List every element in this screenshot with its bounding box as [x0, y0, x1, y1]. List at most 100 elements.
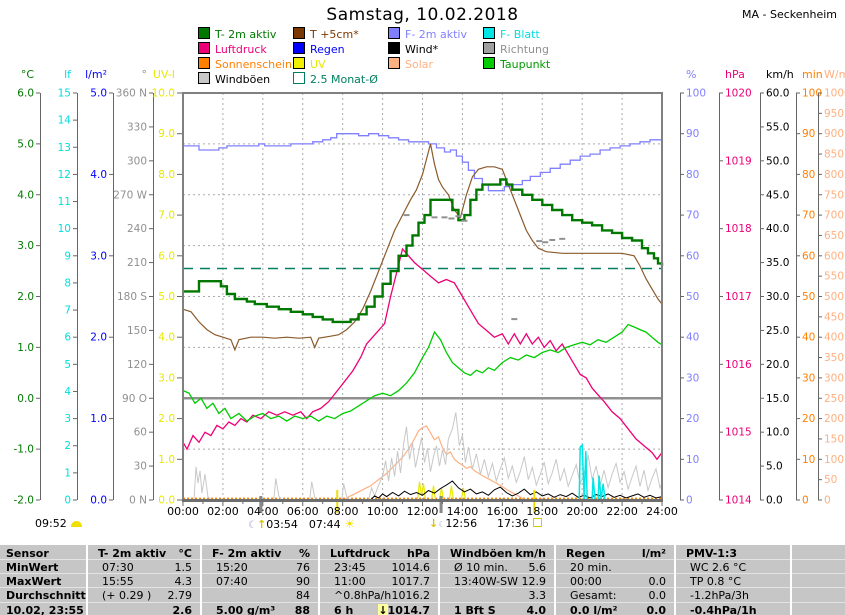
axis-tick-label-min: 70 [802, 210, 815, 222]
table-cell-text: 11:00 [334, 575, 366, 588]
axis-tick-label-hPa: 1017 [725, 291, 752, 303]
axis-tick-label-W/m²: 500 [824, 291, 844, 303]
legend-item: Regen [293, 42, 345, 56]
down-trend-icon: ↓ [378, 604, 388, 615]
series-t-5cm [182, 143, 663, 352]
axis-tick-label-l/m²: 1.0 [90, 413, 107, 425]
axis-tick-label-°C: 6.0 [17, 88, 34, 100]
table-header-label: Luftdruck [330, 547, 390, 560]
axis-tick-label-°C: 5.0 [17, 138, 34, 150]
axis-tick-label-lf: 15 [58, 88, 71, 100]
axis-tick-label-W/m²: 850 [824, 149, 844, 161]
axis-tick-label-°C: 2.0 [17, 291, 34, 303]
axis-tick-label-°C: 3.0 [17, 240, 34, 252]
axis-tick-label-W/m²: 1000 [824, 88, 845, 100]
legend-label: Sonnenschein [215, 58, 292, 71]
axis-tick-label-l/m²: 3.0 [90, 250, 107, 262]
axis-tick-label-W/m²: 900 [824, 128, 844, 140]
legend-swatch [388, 27, 400, 39]
legend-label: Windböen [215, 73, 271, 86]
axis-tick-label-min: 30 [802, 372, 815, 384]
legend-item: 2.5 Monat-Ø [293, 72, 378, 86]
table-cell-value: 2.79 [167, 589, 193, 602]
table-cell-value: 88 [294, 604, 310, 615]
table-cell-text: ^0.8hPa/h [334, 589, 392, 602]
table-row-label: Durchschnitt [6, 589, 86, 602]
moon-icon: ☾ [438, 520, 446, 529]
axis-unit-min: min [802, 68, 823, 81]
axis-tick-label-°: 90 O [122, 393, 147, 405]
table-header-label: F- 2m aktiv [212, 547, 282, 560]
table-row-label: 10.02, 23:55 [6, 604, 84, 615]
legend-item: T- 2m aktiv [198, 27, 276, 41]
legend-swatch [483, 27, 495, 39]
axis-tick-label-%: 70 [686, 210, 699, 222]
table-cell-text: 6 h [334, 604, 354, 615]
legend-label: Richtung [500, 43, 549, 56]
axis-tick-label-UV-I: 1.0 [158, 454, 175, 466]
axis-tick-label-l/m²: 2.0 [90, 332, 107, 344]
x-tick-label: 18:00 [526, 505, 558, 518]
table-separator [674, 545, 676, 615]
axis-tick-label-%: 40 [686, 332, 699, 344]
legend-item: F- Blatt [483, 27, 540, 41]
axis-tick-label-lf: 11 [58, 196, 71, 208]
axis-unit-UV-I: UV-I [153, 68, 175, 81]
axis-tick-label-hPa: 1019 [725, 155, 752, 167]
axis-tick-label-km/h: 45.0 [766, 189, 789, 201]
series-dewpoint [182, 323, 663, 422]
axis-tick-label-%: 60 [686, 250, 699, 262]
axis-unit-°C: °C [21, 68, 35, 81]
axis-tick-label-°: 210 [127, 257, 147, 269]
table-header-label: Regen [566, 547, 606, 560]
table-cell-text: 23:45 [334, 561, 366, 574]
legend-swatch [388, 57, 400, 69]
axis-tick-label-lf: 2 [64, 440, 71, 452]
axis-tick-label-hPa: 1020 [725, 88, 752, 100]
table-cell-value: 76 [296, 561, 310, 574]
table-cell-value: 1014.6 [391, 561, 431, 574]
legend-swatch [293, 72, 305, 84]
x-tick-label: 02:00 [207, 505, 239, 518]
table-separator [790, 545, 792, 615]
table-cell-value: 1.5 [174, 561, 193, 574]
axis-tick-label-°: 0 N [129, 495, 147, 507]
axis-tick-label-W/m²: 50 [824, 474, 837, 486]
axis-tick-label-W/m²: 800 [824, 169, 844, 181]
axis-tick-label-hPa: 1016 [725, 359, 752, 371]
axis-tick-label-km/h: 50.0 [766, 155, 789, 167]
axis-tick-label-W/m²: 650 [824, 230, 844, 242]
legend-swatch [198, 72, 210, 84]
axis-tick-label-°: 150 [127, 325, 147, 337]
axis-tick-label-km/h: 20.0 [766, 359, 789, 371]
table-cell-text: 00:00 [570, 575, 602, 588]
legend-item: Windböen [198, 72, 270, 86]
axis-tick-label-km/h: 15.0 [766, 393, 789, 405]
axis-tick-label-W/m²: 750 [824, 189, 844, 201]
moonrise-time: 03:54 [266, 518, 298, 531]
sensor-summary-table: Sensor T- 2m aktiv °C F- 2m aktiv% Luftdruck… [0, 545, 845, 615]
axis-tick-label-l/m²: 0.0 [90, 495, 107, 507]
x-tick-label: 00:00 [167, 505, 199, 518]
table-header-sensor: Sensor [6, 547, 49, 560]
x-tick-label: 24:00 [646, 505, 678, 518]
table-cell-value: 0.0 [648, 575, 667, 588]
axis-tick-label-min: 10 [802, 454, 815, 466]
axis-tick-label-°: 240 [127, 223, 147, 235]
axis-tick-label-min: 80 [802, 169, 815, 181]
axis-tick-label-%: 0 [686, 495, 693, 507]
legend-label: T- 2m aktiv [215, 28, 277, 41]
axis-unit-W/m²: W/m² [824, 68, 845, 81]
axis-tick-label-°C: -2.0 [14, 495, 35, 507]
table-cell-text: 15:55 [102, 575, 134, 588]
moon-icon: ☾ [248, 520, 257, 531]
legend-label: Wind* [405, 43, 439, 56]
axis-tick-label-°: 120 [127, 359, 147, 371]
axis-tick-label-UV-I: 10.0 [152, 88, 175, 100]
legend-label: F- Blatt [500, 28, 540, 41]
axis-tick-label-min: 0 [802, 495, 809, 507]
axis-tick-label-lf: 8 [64, 277, 71, 289]
axis-tick-label-lf: 12 [58, 169, 71, 181]
table-cell-text: -0.4hPa/1h [690, 604, 757, 615]
